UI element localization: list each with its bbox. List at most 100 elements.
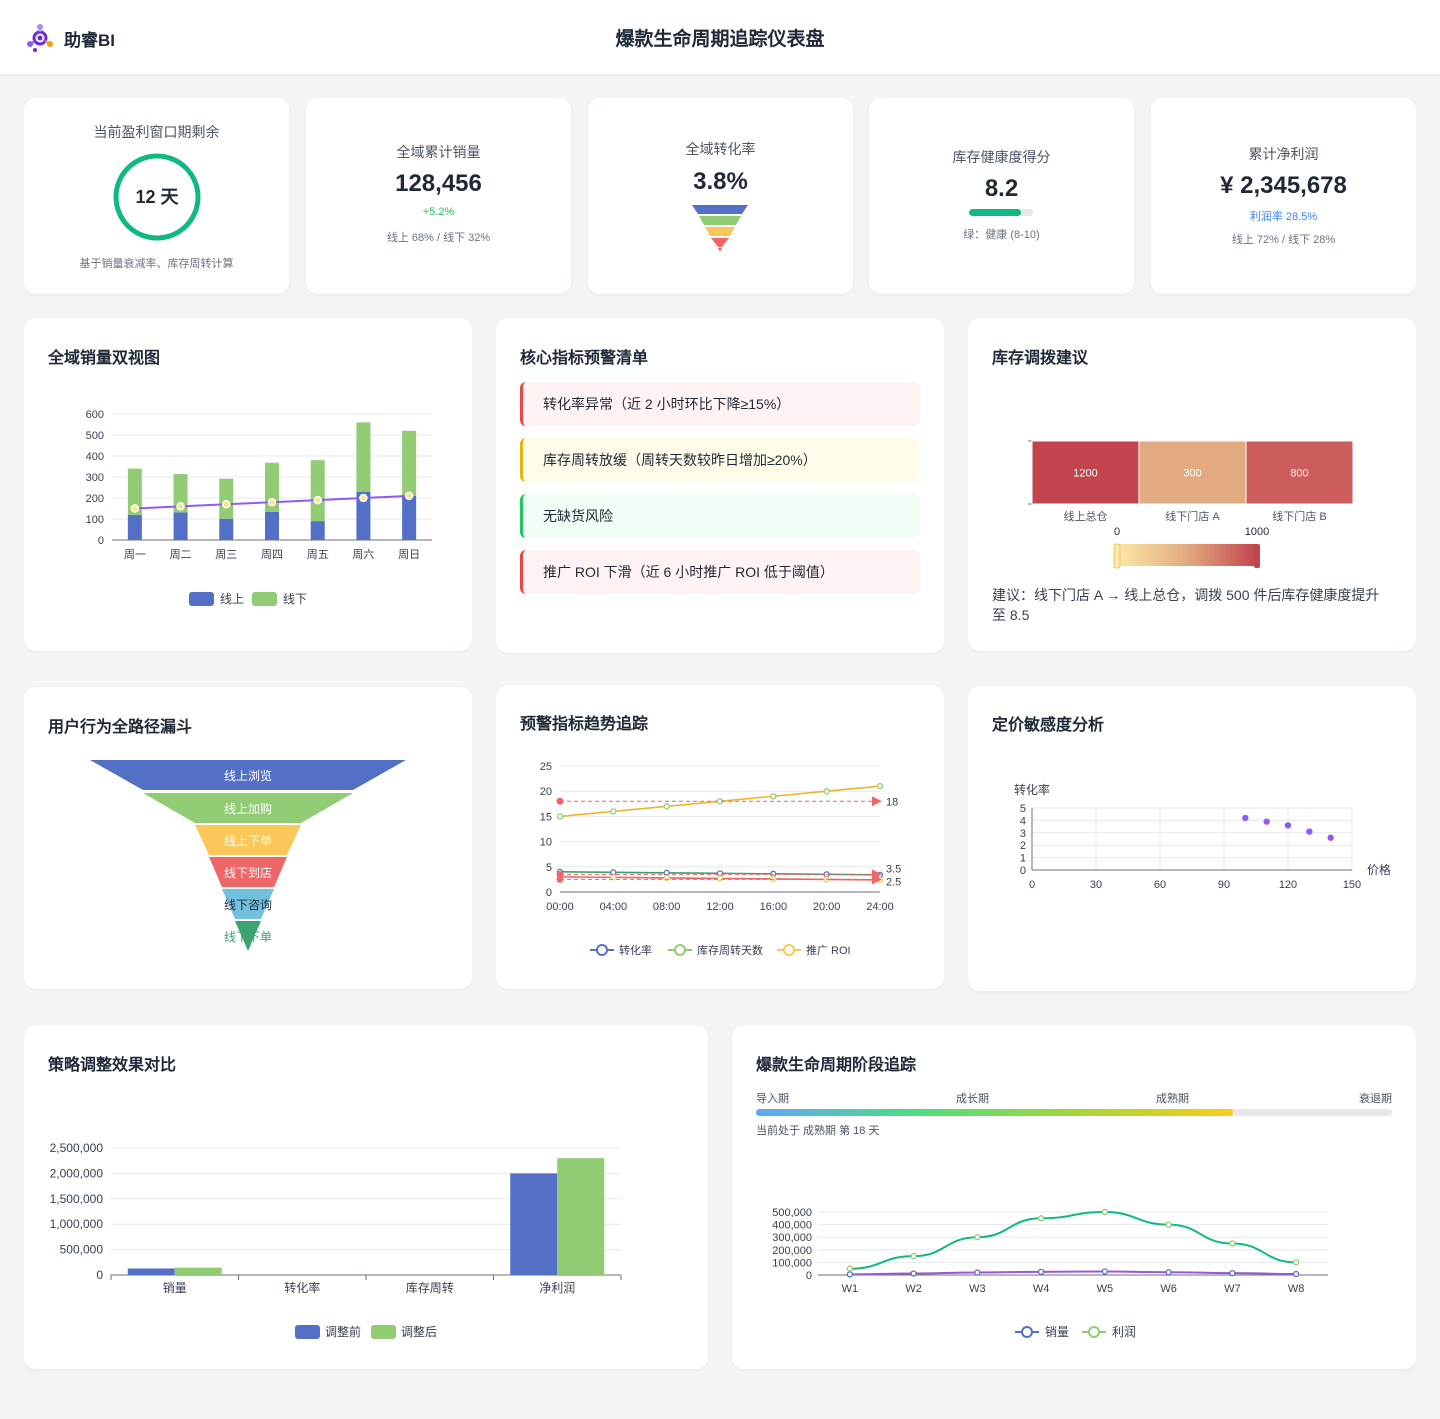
series-point [556,813,564,820]
series-point [610,874,617,881]
x-tick-label: 销量 [163,1281,187,1295]
y-tick-label: 2,000,000 [50,1166,104,1180]
alert-item[interactable]: 转化率异常（近 2 小时环比下降≥15%） [520,382,920,426]
series-point [663,803,670,810]
kpi-profit-split: 线上 72% / 线下 28% [1231,234,1336,246]
kpi-inventory-note: 绿：健康 (8-10) [963,229,1040,241]
x-tick-label: 转化率 [284,1280,320,1295]
threshold-start [556,870,564,878]
x-tick-label: W1 [842,1283,859,1295]
funnel-segment [209,857,287,887]
threshold-start [556,797,564,805]
threshold-label: 2.5 [886,876,901,888]
bar-offline [265,462,279,512]
y-tick-label: 300,000 [772,1232,812,1244]
legend-label: 推广 ROI [806,943,851,957]
lifecycle-stage-label: 成长期 [956,1093,989,1105]
x-tick-label: 04:00 [600,901,628,913]
legend-swatch [371,1325,396,1339]
kpi-conversion-value: 3.8% [693,168,748,195]
x-tick-label: 周三 [215,548,237,561]
heatmap-category: 线下门店 B [1272,509,1326,523]
alert-item[interactable]: 无缺货风险 [520,494,920,538]
kpi-inventory-label: 库存健康度得分 [952,149,1051,165]
y-tick-label: 200,000 [772,1245,812,1257]
legend-label: 转化率 [619,943,652,957]
funnel-title: 用户行为全路径漏斗 [48,719,193,736]
y-tick-label: 25 [540,761,552,773]
transfer-advice: 建议：线下门店 A → 线上总仓，调拨 500 件后库存健康度提升至 8.5 [992,587,1380,623]
heatmap-category: 线上总仓 [1064,509,1108,523]
scatter-point [1242,814,1249,822]
y-tick-label: 200 [86,493,104,505]
bar-offline [310,460,325,522]
series-point [770,793,777,800]
alerts-card: 核心指标预警清单 转化率异常（近 2 小时环比下降≥15%） 库存周转放缓（周转天… [496,318,944,653]
y-tick-label: 1 [1020,853,1026,865]
pricing-card: 定价敏感度分析 0 1 2 3 4 5 0 30 60 90 120 150 转化率 价格 [968,686,1416,991]
series-point [910,1252,917,1260]
x-tick-label: W6 [1160,1283,1177,1295]
legend-swatch [252,592,277,606]
x-tick-label: 16:00 [760,901,788,913]
kpi-sales-value: 128,456 [395,170,482,197]
x-tick-label: W4 [1033,1283,1050,1295]
visual-map-handle-max [1254,544,1260,568]
kpi-sales-split: 线上 68% / 线下 32% [386,232,491,244]
x-tick-label: 30 [1090,879,1102,891]
x-tick-label: 120 [1279,879,1297,891]
x-tick-label: 20:00 [813,901,841,913]
bar-offline [127,468,142,515]
scale-max-label: 1000 [1245,526,1269,538]
funnel-segment [222,889,274,919]
x-tick-label: W5 [1097,1283,1114,1295]
alert-item[interactable]: 推广 ROI 下滑（近 6 小时推广 ROI 低于阈值） [520,550,920,594]
x-tick-label: 库存周转 [406,1280,454,1295]
lifecycle-stage-label: 导入期 [756,1093,789,1105]
y-tick-label: 0 [546,887,552,899]
y-tick-label: 0 [98,535,104,547]
x-tick-label: 24:00 [866,901,894,913]
window-ring [113,153,201,241]
series-point [910,1270,917,1277]
funnel-segment [235,921,261,951]
series-line [849,1270,1297,1276]
series-point [1101,1208,1109,1216]
app-name: 助睿BI [64,30,115,50]
heatmap-value: 800 [1290,468,1308,480]
series-point [770,870,777,878]
x-tick-label: 净利润 [539,1281,575,1295]
y-tick-label: 0 [1020,865,1026,877]
y-tick-label: 1,500,000 [50,1192,104,1206]
alert-item[interactable]: 库存周转放缓（周转天数较昨日增加≥20%） [520,438,920,482]
series-point [716,875,724,882]
trend-point [176,502,185,511]
x-tick-label: W2 [905,1283,922,1295]
x-tick-label: 周日 [398,548,420,561]
heatmap-value: 1200 [1073,468,1097,480]
y-tick-label: 10 [540,837,552,849]
trend-chart: 0 5 10 15 20 25 00:00 04:00 08:00 12:00 16:00 20:00… [540,761,902,957]
kpi-card-window: 当前盈利窗口期剩余 12 天 基于销量衰减率、库存周转计算 [24,98,289,294]
series-point [1292,1270,1300,1278]
kpi-card-sales: 全域累计销量 128,456 +5.2% 线上 68% / 线下 32% [306,98,571,294]
series-point [974,1234,981,1241]
series-point [1037,1268,1045,1276]
logo[interactable]: 助睿BI [24,22,115,54]
heatmap-category: 线下门店 A [1165,509,1220,523]
y-tick-label: 5 [1020,803,1026,815]
kpi-profit-label: 累计净利润 [1248,146,1319,162]
x-tick-label: 12:00 [706,901,734,913]
dual-sales-card: 全域销量双视图 0 100 200 300 400 500 600 周一 周二 周三 周四 周五 周六 周… [24,318,472,651]
series-point [716,870,724,877]
y-tick-label: 500 [86,430,104,442]
kpi-inventory-value: 8.2 [984,175,1019,202]
bar-offline [219,478,234,519]
y-tick-label: 2 [1020,840,1026,852]
heatmap-cell [1138,440,1247,505]
alerts-title: 核心指标预警清单 [520,350,649,367]
y-tick-label: 15 [540,811,552,823]
y-tick-label: 400,000 [772,1220,812,1232]
scatter-point [1327,834,1334,841]
